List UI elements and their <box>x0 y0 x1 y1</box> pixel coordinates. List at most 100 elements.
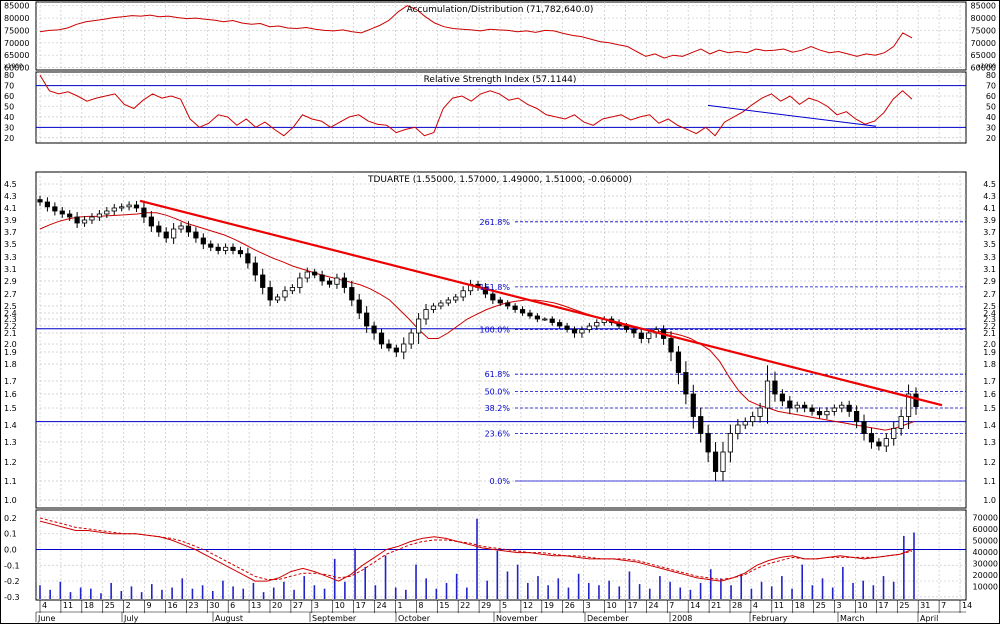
volume-tick-label: 50000 <box>973 537 998 546</box>
y-tick-label-right: 1.4 <box>983 421 996 430</box>
y-tick-label-left: 4.5 <box>4 180 17 189</box>
x-day-label: 14 <box>690 601 700 610</box>
panel-frame-rsi <box>35 71 967 144</box>
y-tick-label-right: 4.1 <box>983 204 996 213</box>
ad-unit-label: x1000 <box>4 63 23 70</box>
candle-body <box>831 407 837 412</box>
x-day-label: 25 <box>816 601 826 610</box>
candle-body <box>876 441 882 447</box>
y-tick-label-right: 75000 <box>971 26 996 35</box>
x-day-label: 3 <box>314 601 319 610</box>
candle-body <box>341 277 347 288</box>
candle-body <box>787 400 793 409</box>
candle-body <box>913 393 919 408</box>
candle-body <box>230 246 236 251</box>
candle-body <box>104 210 110 215</box>
y-tick-label-left: 3.1 <box>4 265 17 274</box>
candle-body <box>453 296 459 301</box>
x-month-label: August <box>215 614 243 623</box>
y-tick-label-right: 1.2 <box>983 458 996 467</box>
x-day-label: 28 <box>732 601 742 610</box>
rsi-series-line <box>39 74 913 137</box>
y-tick-label-right: 4.5 <box>983 180 996 189</box>
fib-level-label: 261.8% <box>479 218 510 227</box>
candle-body <box>126 204 132 208</box>
candle-body <box>898 416 904 429</box>
x-month-label: June <box>37 614 56 623</box>
y-tick-label-left: 85000 <box>4 2 29 11</box>
candle-body <box>802 404 808 409</box>
x-day-label: 10 <box>857 601 867 610</box>
y-tick-label-left: 2.1 <box>4 329 17 338</box>
candle-body <box>742 421 748 426</box>
candle-body <box>215 246 221 251</box>
x-day-label: 7 <box>669 601 674 610</box>
candle-body <box>505 302 511 307</box>
y-tick-label-right: 70000 <box>971 39 996 48</box>
macd-tick-label: -0.2 <box>4 577 20 586</box>
x-day-label: 8 <box>418 601 423 610</box>
candle-body <box>193 231 199 239</box>
candle-body <box>698 416 704 434</box>
x-month-label: September <box>312 614 357 623</box>
x-day-label: 24 <box>648 601 658 610</box>
y-tick-label-right: 2.1 <box>983 329 996 338</box>
candle-body <box>111 207 117 212</box>
candle-body <box>445 299 451 304</box>
fib-level-label: 50.0% <box>485 387 511 396</box>
price-panel-title: TDUARTE (1.55000, 1.57000, 1.49000, 1.51… <box>367 175 632 185</box>
y-tick-label-left: 2.7 <box>4 290 17 299</box>
candle-body <box>200 237 206 245</box>
x-day-label: 25 <box>105 601 115 610</box>
candle-body <box>282 290 288 298</box>
y-tick-label-left: 1.3 <box>4 438 17 447</box>
x-day-label: 17 <box>627 601 637 610</box>
x-month-label: February <box>752 614 788 623</box>
candle-body <box>482 287 489 295</box>
macd-tick-label: -0.1 <box>4 561 20 570</box>
y-tick-label-left: 2.3 <box>4 315 17 324</box>
candle-body <box>512 305 518 310</box>
x-day-label: 1 <box>397 601 402 610</box>
x-day-label: 21 <box>711 601 721 610</box>
candle-body <box>133 204 140 209</box>
candle-body <box>119 206 125 209</box>
x-month-label: July <box>123 614 139 623</box>
x-day-label: 25 <box>899 601 909 610</box>
y-tick-label-left: 1.1 <box>4 477 17 486</box>
y-tick-label-left: 50 <box>4 102 14 111</box>
y-tick-label-right: 2.5 <box>983 302 996 311</box>
x-month-label: October <box>398 614 431 623</box>
x-day-label: 26 <box>565 601 575 610</box>
y-tick-label-right: 80 <box>986 71 996 80</box>
y-tick-label-left: 80 <box>4 71 14 80</box>
candle-body <box>631 329 637 334</box>
candle-body <box>297 277 303 288</box>
y-tick-label-right: 80000 <box>971 14 996 23</box>
candle-body <box>148 216 154 227</box>
candle-body <box>594 322 600 327</box>
candle-body <box>430 305 437 310</box>
price-trendline <box>139 199 943 407</box>
candle-body <box>386 343 392 349</box>
candle-body <box>735 424 741 434</box>
candle-body <box>868 433 875 443</box>
y-tick-label-left: 70000 <box>4 39 29 48</box>
candle-body <box>757 407 763 417</box>
candle-body <box>549 318 555 323</box>
candle-body <box>401 343 407 353</box>
y-tick-label-right: 65000 <box>971 51 996 60</box>
volume-tick-label: 70000 <box>973 514 998 523</box>
candle-body <box>519 309 526 314</box>
y-tick-label-left: 1.8 <box>4 360 17 369</box>
y-tick-label-left: 4.1 <box>4 204 17 213</box>
candle-body <box>364 312 370 327</box>
candle-body <box>675 351 682 373</box>
candle-body <box>222 246 229 251</box>
candle-body <box>312 271 318 276</box>
candle-body <box>586 325 592 330</box>
candle-body <box>720 451 726 472</box>
x-day-label: 3 <box>586 601 591 610</box>
fib-level-label: 23.6% <box>485 430 511 439</box>
